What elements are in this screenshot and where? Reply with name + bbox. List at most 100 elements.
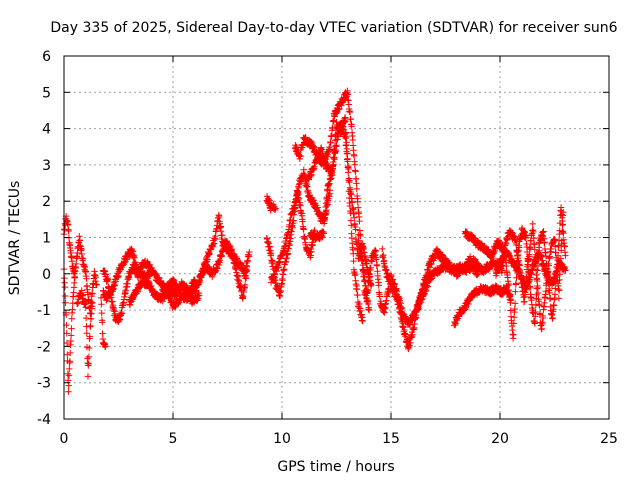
data-point [546, 289, 553, 297]
data-point [300, 166, 307, 173]
data-point [267, 250, 275, 258]
data-point [61, 283, 69, 291]
data-point [551, 278, 558, 285]
data-point [352, 271, 359, 278]
data-point [555, 242, 562, 249]
data-point [352, 168, 359, 175]
data-point [304, 187, 312, 194]
data-point [99, 319, 106, 326]
data-point [111, 310, 119, 318]
data-point [111, 282, 118, 289]
data-point [427, 276, 434, 283]
data-point [538, 253, 545, 261]
data-point [368, 258, 376, 265]
data-point [555, 295, 563, 302]
data-point [239, 293, 247, 300]
data-point [562, 252, 569, 259]
data-point [98, 301, 105, 308]
data-point [118, 310, 125, 317]
data-point [512, 288, 519, 295]
chart-title: Day 335 of 2025, Sidereal Day-to-day VTE… [50, 20, 617, 36]
data-point [326, 146, 334, 153]
x-tick-label: 0 [60, 431, 69, 447]
data-point [66, 365, 73, 373]
data-point [351, 161, 358, 168]
data-point [422, 277, 429, 285]
data-point [558, 247, 565, 254]
data-point [372, 247, 379, 255]
data-point [242, 274, 250, 282]
data-point [134, 288, 142, 295]
data-point [65, 227, 72, 235]
data-point [82, 314, 90, 322]
data-point [297, 152, 304, 160]
data-point [170, 276, 178, 284]
data-point [542, 288, 549, 295]
data-point [551, 243, 559, 250]
data-point [393, 285, 400, 292]
data-point [428, 275, 435, 282]
data-point [289, 224, 296, 232]
data-point [131, 254, 138, 261]
data-point [533, 258, 540, 265]
data-point [356, 300, 363, 308]
data-point [362, 282, 369, 290]
data-point [527, 243, 534, 251]
data-point [86, 344, 93, 352]
y-tick-label: 6 [42, 49, 51, 65]
data-point [191, 277, 198, 285]
data-point [323, 194, 330, 201]
data-point [102, 343, 109, 350]
data-point [406, 321, 414, 329]
data-point [510, 331, 517, 339]
y-tick-label: -2 [37, 339, 51, 355]
data-point [348, 123, 355, 130]
data-point [367, 264, 374, 272]
data-point [129, 248, 137, 255]
data-point [534, 289, 542, 297]
data-point [291, 204, 299, 212]
data-point [356, 217, 363, 225]
data-point [421, 280, 428, 288]
data-point [89, 290, 96, 297]
data-point [67, 337, 75, 345]
y-tick-label: 2 [42, 194, 51, 210]
data-point [344, 91, 351, 98]
data-point [530, 228, 537, 236]
data-point [327, 139, 334, 147]
data-point [348, 222, 355, 229]
data-point [159, 298, 166, 305]
data-point [342, 135, 349, 142]
data-point [462, 306, 469, 313]
data-point [235, 277, 243, 285]
data-point [539, 319, 546, 326]
data-point [357, 245, 364, 252]
data-point [562, 266, 569, 274]
data-point [125, 274, 133, 281]
data-point [69, 306, 76, 313]
data-point [560, 208, 567, 216]
data-point [549, 315, 556, 322]
y-tick-label: 1 [42, 231, 51, 247]
data-point [352, 226, 359, 233]
data-point [63, 339, 71, 347]
data-point [359, 257, 366, 265]
data-point [88, 298, 95, 306]
data-point [380, 251, 387, 259]
data-point [366, 306, 373, 314]
data-point [555, 287, 563, 294]
data-point [383, 267, 390, 274]
data-point [241, 281, 249, 289]
data-point [65, 382, 72, 389]
data-point [540, 228, 547, 235]
data-point [523, 286, 530, 293]
y-tick-label: 3 [42, 158, 51, 174]
data-point [393, 288, 401, 296]
data-point [344, 158, 351, 165]
data-point [513, 241, 520, 249]
data-point [85, 353, 93, 361]
data-point [353, 180, 360, 187]
data-point [511, 300, 519, 307]
data-point [452, 320, 459, 327]
